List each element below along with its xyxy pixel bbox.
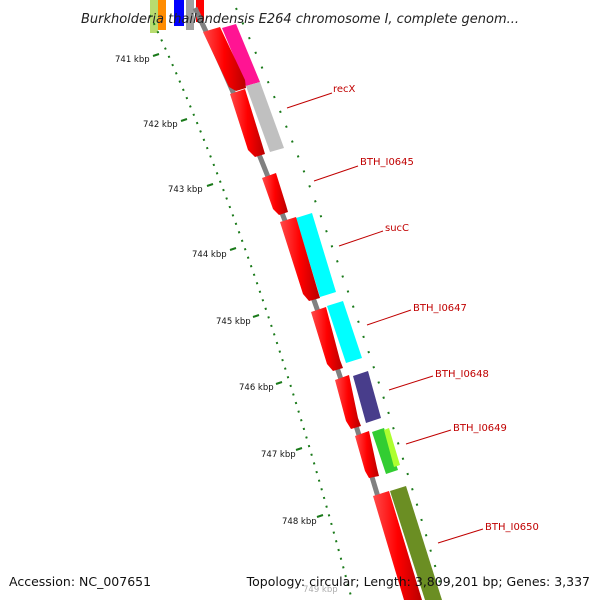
edge-feature <box>158 0 166 30</box>
tick-label: 742 kbp <box>143 120 178 130</box>
cds-arrow <box>280 217 320 301</box>
feature-block <box>222 24 260 86</box>
gene-label: BTH_I0647 <box>413 303 467 314</box>
tick-labels: 741 kbp 742 kbp 743 kbp 744 kbp 745 kbp … <box>115 55 338 595</box>
gene-label: BTH_I0648 <box>435 369 489 380</box>
cds-arrow <box>373 491 422 600</box>
tick-label: 745 kbp <box>216 317 251 327</box>
tick-label: 741 kbp <box>115 55 150 65</box>
feature-block <box>390 486 442 600</box>
cds-arrow <box>335 375 361 429</box>
edge-feature <box>196 0 204 22</box>
feature-block <box>246 82 284 152</box>
edge-feature <box>186 0 194 30</box>
tick-label: 749 kbp <box>303 585 338 595</box>
leader-line <box>366 309 412 326</box>
tick-marks <box>152 53 324 518</box>
gene-label: BTH_I0650 <box>485 522 539 533</box>
map-title: Burkholderia thailandensis E264 chromoso… <box>81 12 519 27</box>
feature-block <box>353 371 381 423</box>
genome-summary: Topology: circular; Length: 3,809,201 bp… <box>246 574 590 589</box>
tick-mark <box>295 447 303 451</box>
tick-label: 747 kbp <box>261 450 296 460</box>
gene-label: sucC <box>385 223 409 234</box>
tick-label: 743 kbp <box>168 185 203 195</box>
leader-line <box>338 230 384 247</box>
cds-arrow <box>355 431 379 478</box>
feature-block <box>327 301 362 363</box>
tick-mark <box>252 314 260 318</box>
leader-line <box>388 375 434 391</box>
gene-label: recX <box>333 84 356 95</box>
tick-label: 748 kbp <box>282 517 317 527</box>
tick-label: 746 kbp <box>239 383 274 393</box>
leader-line <box>286 92 333 109</box>
tick-mark <box>206 183 214 187</box>
feature-block <box>372 428 398 474</box>
tick-mark <box>152 53 160 57</box>
cds-arrow <box>203 27 246 91</box>
edge-feature <box>174 0 184 26</box>
leader-line <box>405 429 452 445</box>
tick-mark <box>180 118 188 122</box>
leader-line <box>437 528 484 544</box>
cds-arrow <box>230 89 265 157</box>
gene-labels: recX BTH_I0645 sucC BTH_I0647 BTH_I0648 … <box>333 84 539 533</box>
edge-features <box>150 0 204 33</box>
feature-block <box>384 428 400 467</box>
tick-label: 744 kbp <box>192 250 227 260</box>
tick-mark <box>316 514 324 518</box>
tick-mark <box>275 381 283 385</box>
tick-mark <box>229 247 237 251</box>
tick-dotted-arc <box>149 14 353 600</box>
cds-arrow <box>311 307 343 371</box>
genome-backbone <box>192 6 411 600</box>
label-leaders <box>286 92 484 544</box>
gene-label: BTH_I0645 <box>360 157 414 168</box>
cds-track <box>203 27 422 600</box>
outer-track <box>222 24 442 600</box>
feature-block <box>296 213 336 297</box>
accession-text: Accession: NC_007651 <box>9 574 151 589</box>
edge-feature <box>150 0 158 33</box>
gene-label: BTH_I0649 <box>453 423 507 434</box>
cds-arrow <box>262 173 288 215</box>
leader-line <box>313 165 359 182</box>
